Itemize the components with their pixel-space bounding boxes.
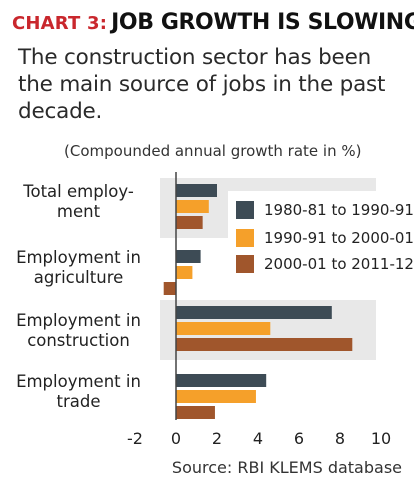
source-note: Source: RBI KLEMS database [171,458,402,477]
bar-2-3 [176,322,271,335]
legend-swatch [236,201,254,219]
unit-note: (Compounded annual growth rate in %) [64,142,362,160]
chart-title: CHART 3: JOB GROWTH IS SLOWING [12,6,414,40]
bar-1-1 [176,184,217,197]
chart-number-label: CHART 3: [12,13,108,34]
legend-label: 1980-81 to 1990-91 [264,201,414,219]
category-label: Employment in trade [16,372,141,411]
legend-swatch [236,229,254,247]
x-tick-label: -2 [127,429,143,448]
bar-3-2 [163,282,176,295]
category-label: Total employ-ment [23,182,134,221]
legend-box [228,191,404,283]
bar-2-2 [176,266,193,279]
legend-swatch [236,255,254,273]
bar-1-2 [176,250,201,263]
bar-1-4 [176,374,267,387]
x-tick-label: 4 [253,429,263,448]
legend-label: 1990-91 to 2000-01 [264,229,414,247]
bar-2-1 [176,200,209,213]
x-tick-label: 0 [171,429,181,448]
category-label: Employment in agriculture [16,248,141,287]
chart-subtitle: The construction sector has been the mai… [18,45,386,124]
bar-3-3 [176,338,353,351]
legend-label: 2000-01 to 2011-12 [264,255,414,273]
x-tick-label: 8 [335,429,345,448]
chart-headline: JOB GROWTH IS SLOWING [111,10,414,35]
x-tick-label: 6 [294,429,304,448]
x-tick-label: 2 [212,429,222,448]
bar-1-3 [176,306,332,319]
x-tick-label: 10 [371,429,391,448]
bar-3-1 [176,216,203,229]
category-label: Employment in construction [16,311,141,350]
bar-2-4 [176,390,256,403]
bar-3-4 [176,406,215,419]
